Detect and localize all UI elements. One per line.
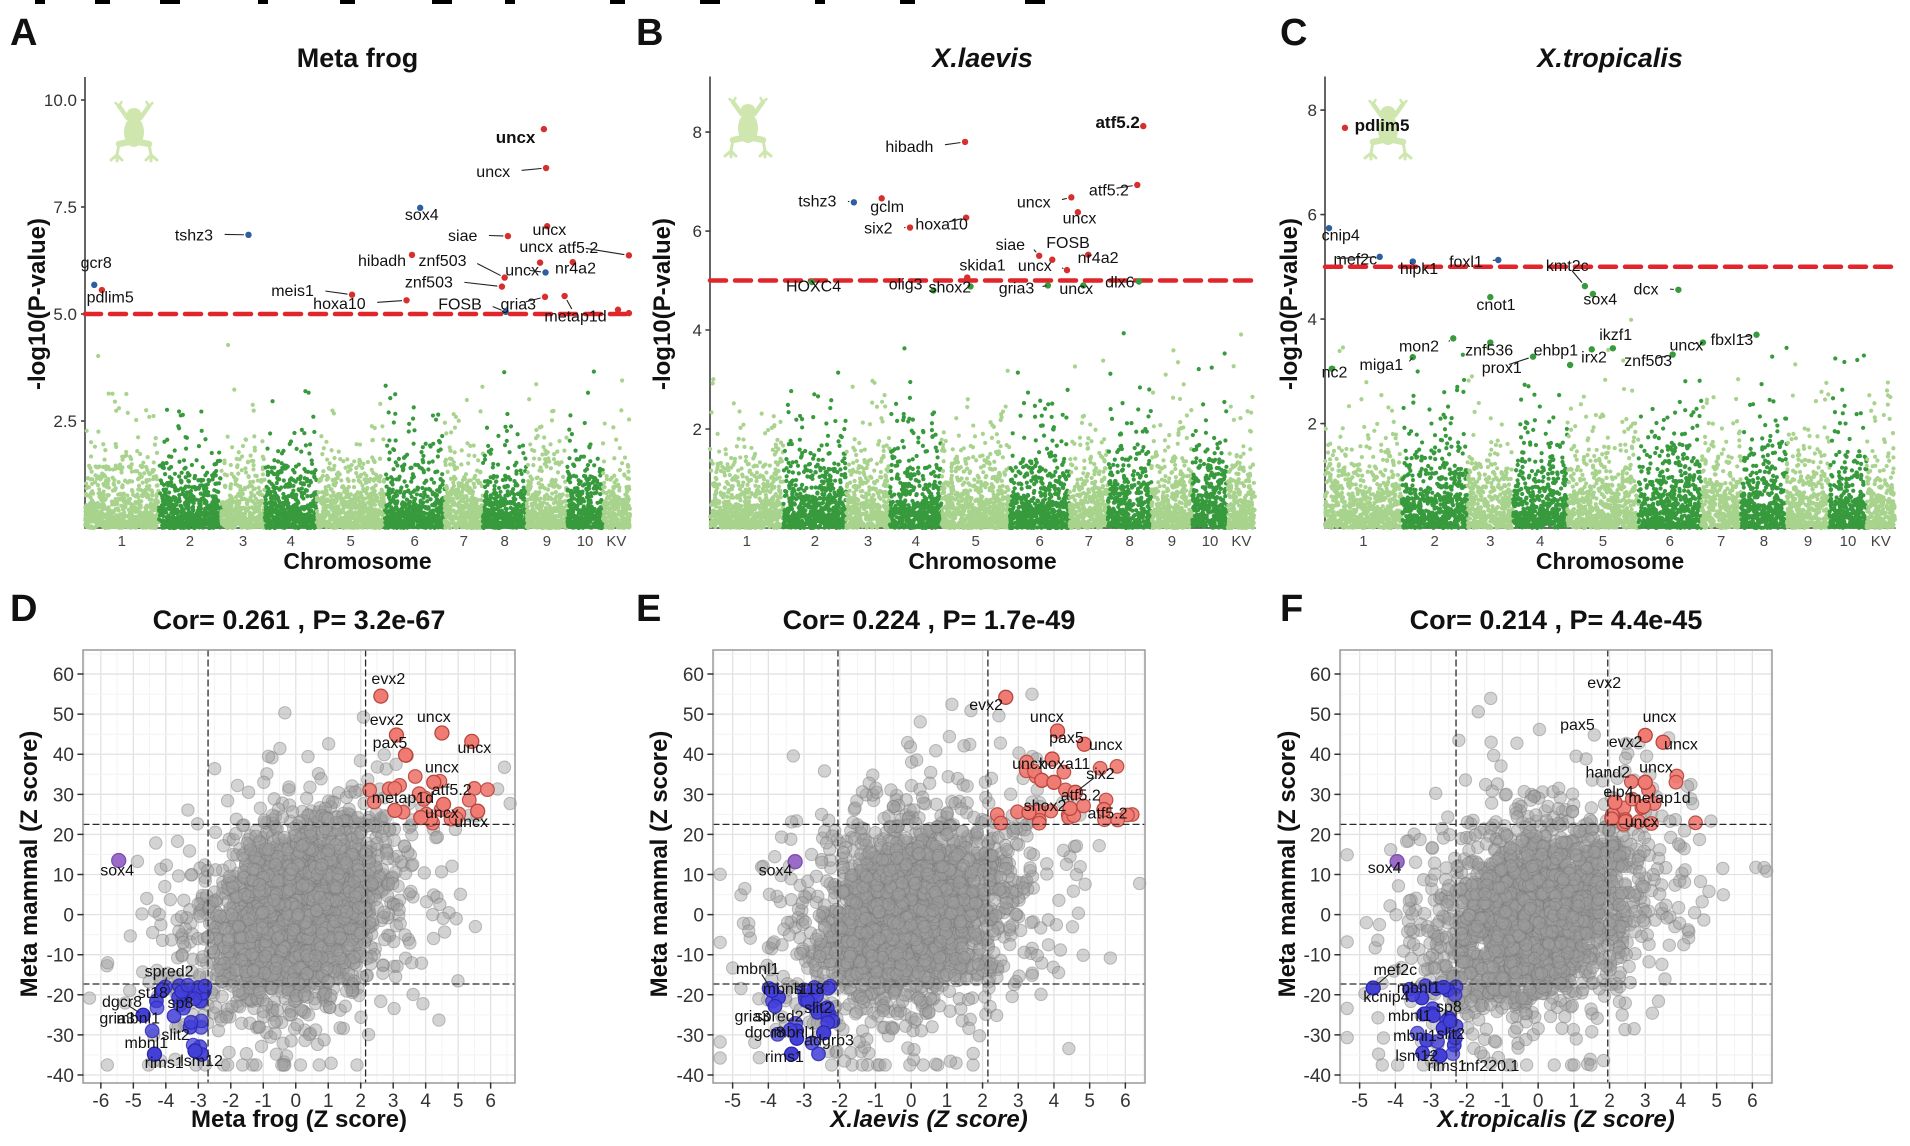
panel-c-x-axis-label: Chromosome bbox=[1535, 548, 1685, 574]
panel-d-title: Cor= 0.261 , P= 3.2e-67 bbox=[152, 605, 446, 635]
panel-b-y-axis-label: -log10(P-value) bbox=[649, 217, 676, 391]
panel-d-y-axis-label: Meta mammal (Z score) bbox=[16, 730, 43, 998]
panel-e-letter: E bbox=[636, 588, 662, 630]
panel-f-y-axis-label: Meta mammal (Z score) bbox=[1274, 730, 1301, 998]
panel-f-x-axis-label: X.tropicalis (Z score) bbox=[1437, 1106, 1675, 1133]
panel-a-y-axis-label: -log10(P-value) bbox=[24, 217, 51, 391]
panel-f-letter: F bbox=[1280, 588, 1304, 630]
panel-c-y-axis-label: -log10(P-value) bbox=[1276, 217, 1303, 391]
panel-c-title: X.tropicalis bbox=[1537, 43, 1683, 73]
panel-f-title: Cor= 0.214 , P= 4.4e-45 bbox=[1409, 605, 1703, 635]
panel-c-letter: C bbox=[1280, 12, 1308, 54]
panel-e-y-axis-label: Meta mammal (Z score) bbox=[646, 730, 673, 998]
panel-a-x-axis-label: Chromosome bbox=[283, 548, 432, 574]
panel-a-title: Meta frog bbox=[296, 43, 419, 73]
panel-d-letter: D bbox=[10, 588, 38, 630]
panel-d-x-axis-label: Meta frog (Z score) bbox=[190, 1106, 408, 1133]
panel-b-x-axis-label: Chromosome bbox=[908, 548, 1057, 574]
panel-e-title: Cor= 0.224 , P= 1.7e-49 bbox=[782, 605, 1076, 635]
panel-e-x-axis-label: X.laevis (Z score) bbox=[830, 1106, 1028, 1133]
panel-b-title: X.laevis bbox=[932, 43, 1033, 73]
panel-a-letter: A bbox=[10, 12, 38, 54]
panel-b-letter: B bbox=[636, 12, 664, 54]
